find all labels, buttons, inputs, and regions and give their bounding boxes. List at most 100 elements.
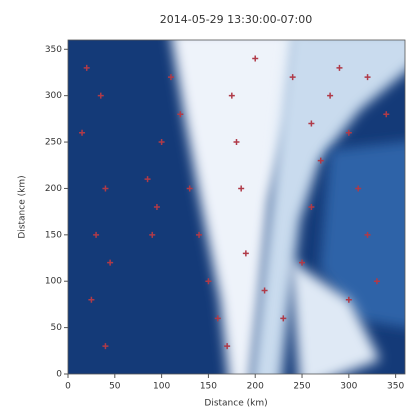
marker xyxy=(233,139,240,146)
marker xyxy=(308,120,315,127)
marker-cross xyxy=(327,92,334,99)
x-tick-label: 300 xyxy=(340,382,357,392)
marker-cross xyxy=(261,287,268,294)
plot-frame xyxy=(67,39,406,375)
marker xyxy=(327,92,334,99)
marker-cross xyxy=(177,111,184,118)
marker-cross xyxy=(224,343,231,350)
marker-cross xyxy=(153,204,160,210)
x-tick-label: 350 xyxy=(387,382,404,392)
marker-cross xyxy=(345,129,352,136)
x-tick-label: 0 xyxy=(65,382,71,392)
marker xyxy=(107,259,114,266)
image-field xyxy=(68,40,405,374)
marker xyxy=(345,296,352,303)
marker xyxy=(158,139,165,146)
marker xyxy=(289,74,296,81)
y-tick-label: 350 xyxy=(45,45,62,55)
y-tick-label: 150 xyxy=(45,230,62,240)
marker xyxy=(83,64,90,71)
marker xyxy=(177,111,184,118)
marker xyxy=(224,343,231,350)
marker xyxy=(102,343,109,350)
y-tick-label: 100 xyxy=(45,277,62,287)
marker-cross xyxy=(149,231,156,238)
marker xyxy=(144,176,151,183)
marker xyxy=(317,157,324,164)
marker xyxy=(373,278,380,285)
marker-cross xyxy=(383,111,390,118)
marker-cross xyxy=(364,74,371,81)
marker-cross xyxy=(83,64,90,71)
marker xyxy=(299,259,306,266)
marker xyxy=(336,64,343,71)
marker xyxy=(228,92,235,99)
marker-cross xyxy=(97,92,104,99)
marker xyxy=(93,231,100,238)
marker xyxy=(205,278,212,285)
marker-cross xyxy=(233,139,240,146)
marker xyxy=(79,129,86,136)
marker-cross xyxy=(308,204,315,210)
marker-cross xyxy=(336,64,343,71)
marker-cross xyxy=(238,185,245,192)
marker xyxy=(196,231,203,238)
marker-cross xyxy=(355,185,362,192)
marker-cross xyxy=(214,315,221,322)
y-tick-label: 50 xyxy=(51,323,63,333)
marker-cross xyxy=(242,250,249,257)
marker xyxy=(261,287,268,294)
marker-cross xyxy=(299,259,306,266)
marker-cross xyxy=(289,74,296,81)
y-tick-label: 200 xyxy=(45,184,62,194)
marker-cross xyxy=(93,231,100,238)
marker xyxy=(280,315,287,322)
y-tick-label: 250 xyxy=(45,138,62,148)
marker-cross xyxy=(144,176,151,183)
marker xyxy=(308,204,315,210)
y-axis-label: Distance (km) xyxy=(18,175,28,238)
marker xyxy=(364,231,371,238)
marker xyxy=(355,185,362,192)
marker xyxy=(252,55,259,62)
y-tick-label: 300 xyxy=(45,91,62,101)
marker xyxy=(242,250,249,257)
marker-cross xyxy=(102,185,109,192)
x-tick-label: 50 xyxy=(109,382,121,392)
marker-cross xyxy=(88,296,95,303)
chart-title: 2014-05-29 13:30:00-07:00 xyxy=(160,13,313,26)
y-tick-label: 0 xyxy=(56,370,62,380)
marker-cross xyxy=(308,120,315,127)
marker-cross xyxy=(107,259,114,266)
x-axis-label: Distance (km) xyxy=(204,399,267,409)
x-tick-label: 100 xyxy=(153,382,170,392)
marker xyxy=(345,129,352,136)
x-tick-label: 150 xyxy=(200,382,217,392)
marker xyxy=(88,296,95,303)
marker xyxy=(153,204,160,210)
marker-cross xyxy=(196,231,203,238)
marker-cross xyxy=(79,129,86,136)
marker xyxy=(383,111,390,118)
marker xyxy=(186,185,193,192)
marker xyxy=(167,74,174,81)
marker-cross xyxy=(345,296,352,303)
marker-cross xyxy=(280,315,287,322)
marker xyxy=(97,92,104,99)
marker xyxy=(238,185,245,192)
marker-cross xyxy=(102,343,109,350)
marker-cross xyxy=(205,278,212,285)
marker xyxy=(149,231,156,238)
marker-cross xyxy=(186,185,193,192)
x-tick-label: 200 xyxy=(247,382,264,392)
marker-cross xyxy=(252,55,259,62)
marker-cross xyxy=(373,278,380,285)
marker-cross xyxy=(317,157,324,164)
marker xyxy=(214,315,221,322)
marker-cross xyxy=(228,92,235,99)
x-tick-label: 250 xyxy=(293,382,310,392)
marker-cross xyxy=(364,231,371,238)
marker xyxy=(102,185,109,192)
marker-cross xyxy=(167,74,174,81)
